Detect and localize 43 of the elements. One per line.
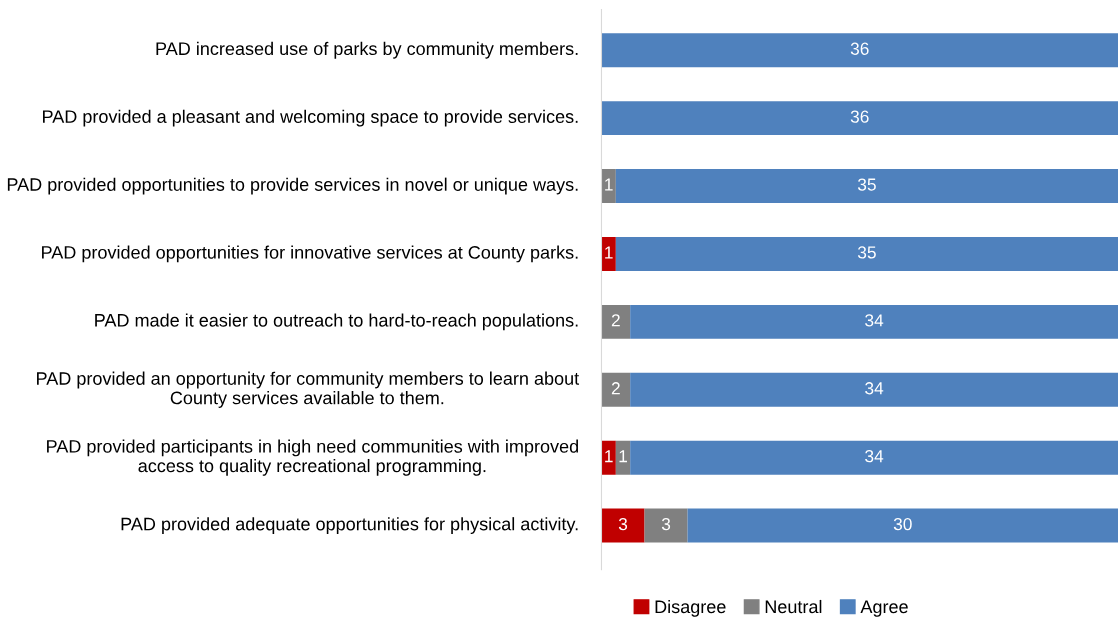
bar <box>630 304 1118 339</box>
data-label: 34 <box>865 382 884 395</box>
bar <box>615 169 1118 204</box>
data-label: 2 <box>611 382 620 395</box>
data-label: 30 <box>893 517 912 531</box>
data-label: 35 <box>857 178 876 191</box>
y-tick-label: PAD made it easier to outreach to hard-to-reach populations. <box>95 313 578 331</box>
data-label: 34 <box>865 450 884 463</box>
y-tick-label: PAD increased use of parks by community members. <box>156 41 578 59</box>
y-tick-label: PAD provided participants in high need communities with improved access to quality recreational programming. <box>47 439 578 476</box>
data-label: 3 <box>618 517 628 531</box>
y-tick-label: PAD provided adequate opportunities for physical activity. <box>121 517 578 534</box>
bar <box>601 440 616 475</box>
legend-label: Disagree <box>655 599 726 617</box>
data-label: 35 <box>857 246 876 259</box>
data-label: 1 <box>605 246 613 259</box>
bar <box>615 236 1118 271</box>
legend-label: Agree <box>860 600 908 617</box>
bar <box>601 372 631 407</box>
bar <box>601 33 1118 68</box>
bar <box>687 508 1118 543</box>
bar <box>601 304 631 339</box>
bar <box>601 236 616 271</box>
data-label: 2 <box>611 314 620 327</box>
data-label: 1 <box>605 178 613 191</box>
data-label: 1 <box>619 450 627 463</box>
data-label: 1 <box>605 450 613 463</box>
y-tick-label: PAD provided opportunities for innovative services at County parks. <box>42 245 578 263</box>
bar <box>601 101 1118 136</box>
data-label: 34 <box>865 314 884 327</box>
bar <box>630 440 1118 475</box>
bar <box>644 508 688 543</box>
y-tick-label: PAD provided opportunities to provide services in novel or unique ways. <box>7 177 578 195</box>
bar <box>630 372 1118 407</box>
bar <box>601 169 616 204</box>
data-label: 36 <box>850 110 869 123</box>
bar <box>615 440 631 475</box>
y-tick-label: PAD provided an opportunity for community members to learn about County services available to them. <box>37 371 580 408</box>
y-tick-label: PAD provided a pleasant and welcoming space to provide services. <box>43 109 578 127</box>
legend-label: Neutral <box>765 599 822 614</box>
data-label: 36 <box>850 42 869 55</box>
bar <box>601 508 645 543</box>
data-label: 3 <box>661 517 671 531</box>
